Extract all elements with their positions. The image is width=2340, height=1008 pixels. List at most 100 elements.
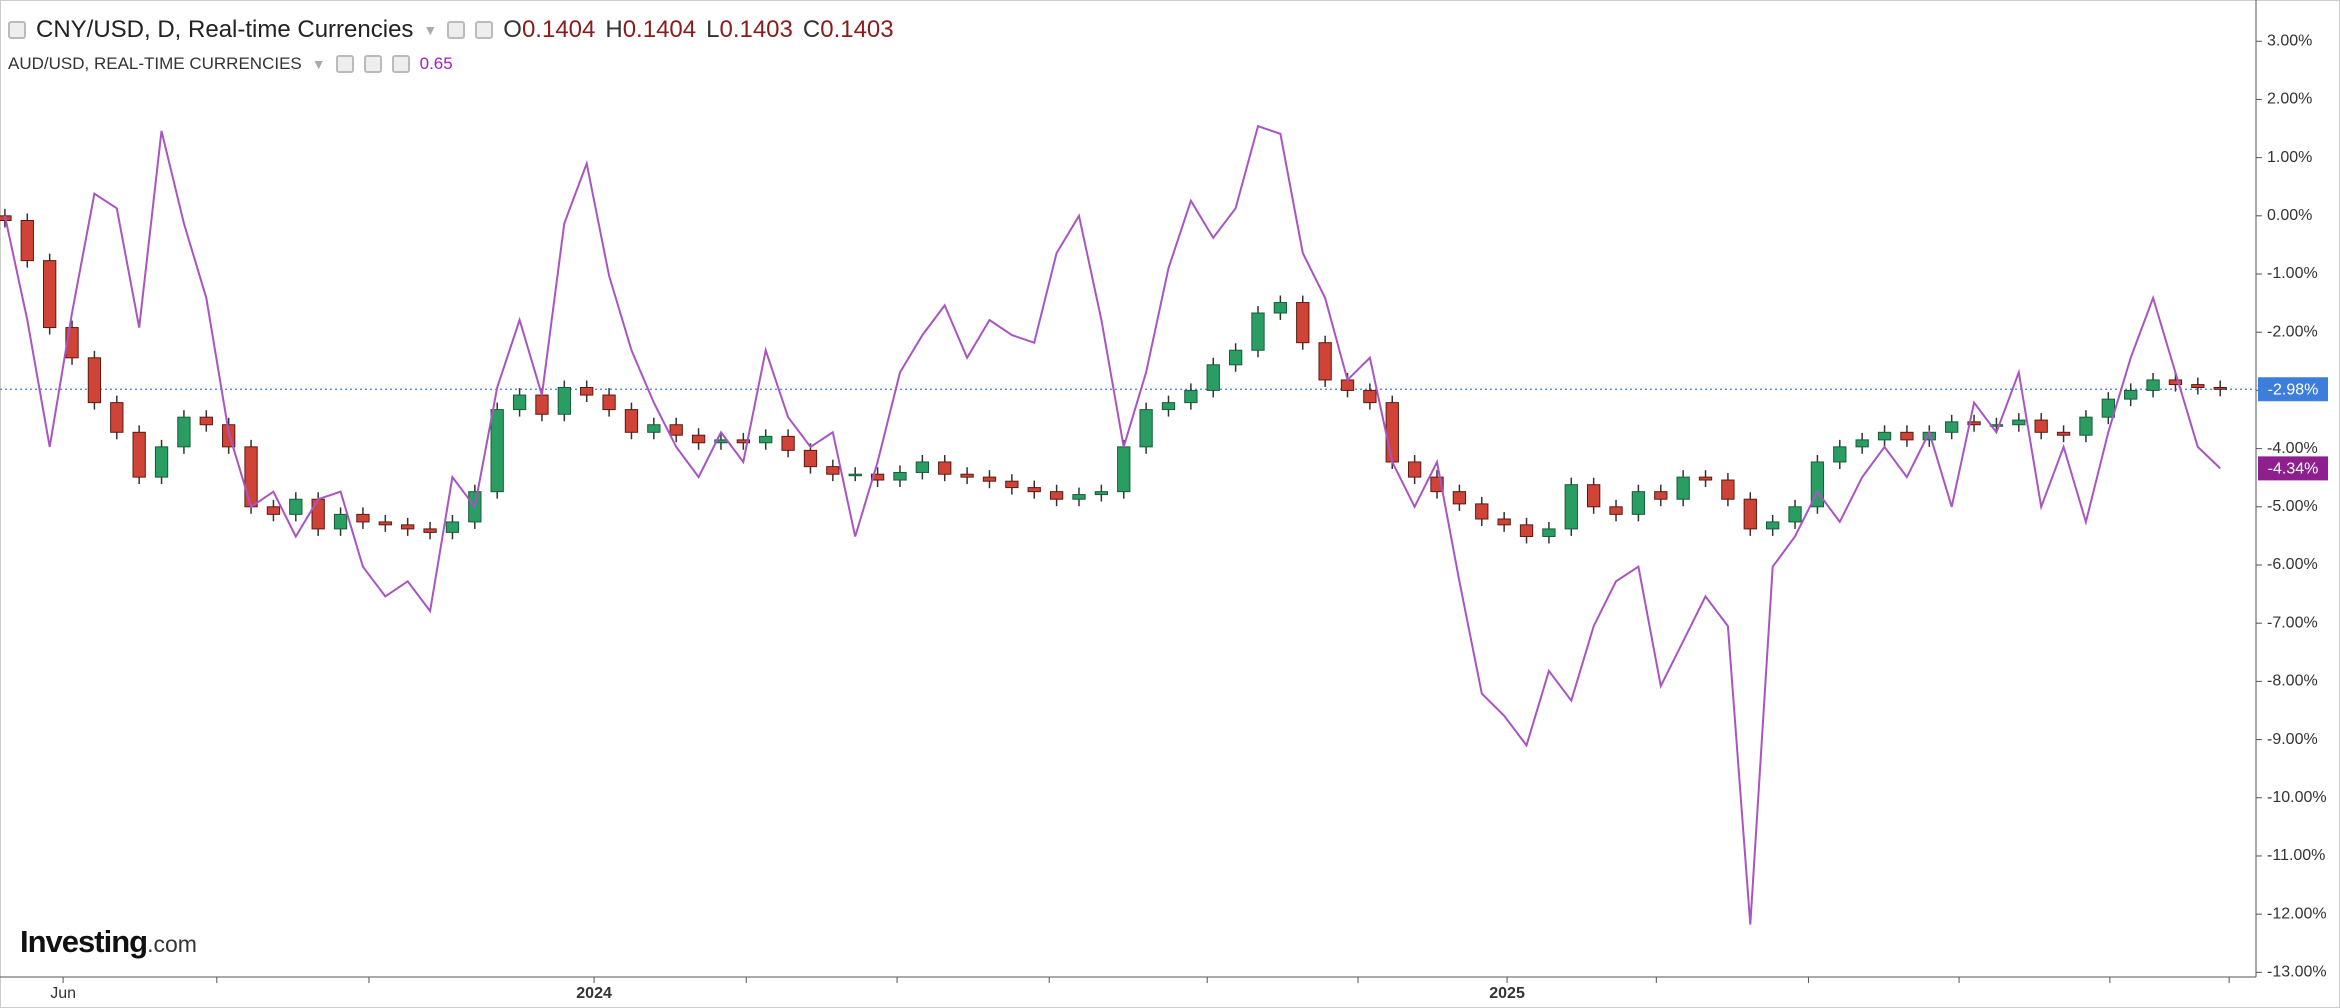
candle-body — [1945, 421, 1959, 433]
field-label: O — [503, 16, 522, 43]
candle-body — [960, 473, 974, 478]
candle-body — [20, 219, 34, 262]
series-value: 0.65 — [419, 54, 453, 73]
candle-body — [602, 394, 616, 411]
candle-body — [1519, 524, 1534, 537]
candle-body — [132, 431, 146, 478]
y-tick-label: -7.00% — [2267, 614, 2318, 631]
y-tick-label: -1.00% — [2267, 265, 2318, 282]
candle-body — [1877, 431, 1892, 441]
candle-body — [1833, 446, 1847, 463]
candle-body — [557, 386, 571, 415]
candle-body — [87, 357, 102, 404]
candle-body — [669, 424, 683, 436]
candle-body — [2168, 379, 2183, 386]
candle-body — [759, 435, 773, 444]
candle-body — [1497, 518, 1511, 526]
candle-body — [1654, 491, 1668, 500]
settings-icon[interactable] — [475, 21, 494, 39]
compare-legend: AUD/USD, REAL-TIME CURRENCIES ▼ 0.65 — [8, 54, 453, 74]
candle-body — [938, 461, 952, 475]
candle-body — [1385, 402, 1399, 463]
candle-body — [1586, 484, 1601, 508]
candle-body — [2146, 379, 2160, 391]
candle-body — [423, 528, 437, 533]
candle-body — [1407, 461, 1422, 478]
y-tick-label: -13.00% — [2267, 964, 2327, 981]
field-value: 0.1404 — [622, 16, 697, 43]
candle-body — [691, 434, 706, 444]
remove-icon[interactable] — [391, 55, 410, 73]
candle-body — [1206, 364, 1220, 391]
y-tick-label: 3.00% — [2267, 32, 2312, 49]
field-label: H — [605, 16, 623, 43]
candle-body — [43, 260, 57, 329]
price-tag-label: -2.98% — [2268, 381, 2319, 398]
candle-body — [266, 506, 281, 515]
candle-body — [982, 476, 997, 482]
candle-body — [154, 446, 169, 478]
candle-body — [1698, 476, 1713, 481]
candle-body — [110, 402, 124, 433]
candle-body — [401, 524, 415, 530]
y-tick-label: -9.00% — [2267, 731, 2318, 748]
y-tick-label: -11.00% — [2267, 847, 2325, 864]
candle-body — [1094, 491, 1109, 496]
candle-body — [1631, 491, 1646, 515]
candle-body — [1855, 439, 1869, 448]
price-tag — [2258, 377, 2328, 402]
candle-body — [311, 498, 325, 530]
candle-body — [893, 471, 907, 481]
candle-body — [1318, 342, 1332, 381]
candle-body — [624, 409, 639, 433]
series-name: AUD/USD, REAL-TIME CURRENCIES — [8, 54, 302, 73]
candle-body — [1363, 389, 1377, 404]
dropdown[interactable]: ▼ — [311, 56, 326, 72]
candle-body — [2213, 386, 2227, 390]
main-legend: CNY/USD, D, Real-time Currencies ▼ O0.14… — [8, 16, 904, 44]
settings-icon[interactable] — [363, 55, 382, 73]
candle-body — [535, 394, 549, 415]
candle-body — [1228, 349, 1243, 366]
field-label: C — [802, 16, 821, 43]
candle-body — [803, 449, 818, 468]
y-tick-label: -4.00% — [2267, 440, 2318, 457]
logo-suffix: .com — [147, 931, 197, 957]
visibility-icon[interactable] — [335, 55, 354, 73]
candle-body — [333, 513, 348, 530]
candle-body — [2101, 398, 2115, 418]
price-tag — [2258, 456, 2328, 481]
collapse-icon[interactable] — [8, 21, 26, 39]
candle-body — [177, 416, 191, 448]
candle-body — [1117, 446, 1131, 493]
candle-body — [647, 424, 661, 433]
price-tag-label: -4.34% — [2268, 461, 2319, 478]
y-tick-label: 1.00% — [2267, 149, 2312, 166]
candle-body — [1676, 476, 1690, 500]
candle-body — [1766, 521, 1780, 530]
candle-body — [490, 409, 504, 493]
field-value: 0.1403 — [820, 16, 894, 43]
visibility-icon[interactable] — [447, 21, 466, 39]
candle-body — [1788, 506, 1802, 523]
candle-body — [2124, 389, 2138, 400]
candle-body — [1005, 480, 1019, 489]
candle-body — [1542, 528, 1556, 537]
x-tick-label: 2024 — [576, 985, 612, 1002]
candle-body — [199, 416, 213, 426]
ohlc-fields: O0.1404 H0.1404 L0.1403 C0.1403 — [503, 16, 903, 44]
candle-body — [826, 466, 840, 475]
candle-body — [1452, 491, 1467, 505]
candle-body — [1184, 389, 1198, 404]
dropdown[interactable]: ▼ — [423, 22, 438, 38]
candle-body — [870, 473, 885, 481]
candle-body — [848, 473, 862, 477]
candle-body — [1296, 302, 1310, 344]
candle-body — [2012, 419, 2026, 426]
candle-body — [2191, 384, 2205, 388]
candle-body — [2056, 431, 2071, 436]
x-tick-label: 2025 — [1489, 985, 1525, 1002]
candle-body — [1721, 479, 1735, 500]
